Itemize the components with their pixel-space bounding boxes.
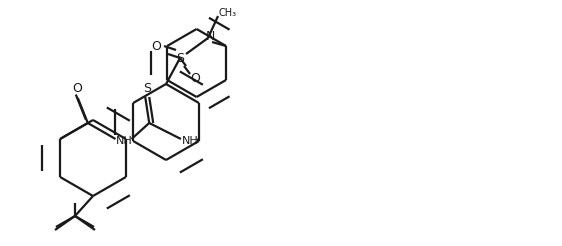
Text: O: O [151, 40, 161, 52]
Text: S: S [143, 81, 151, 94]
Text: CH₃: CH₃ [219, 8, 237, 18]
Text: S: S [176, 51, 184, 64]
Text: NH: NH [182, 136, 198, 146]
Text: NH: NH [116, 136, 133, 146]
Text: O: O [72, 82, 81, 95]
Text: N: N [205, 31, 215, 44]
Text: O: O [190, 72, 200, 84]
